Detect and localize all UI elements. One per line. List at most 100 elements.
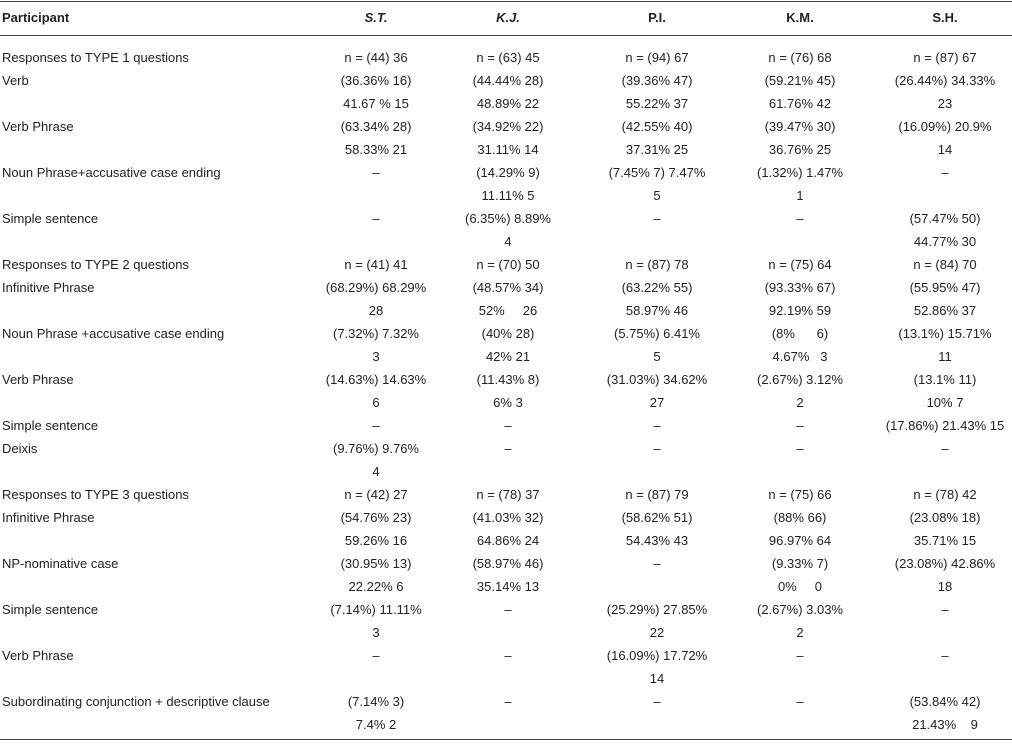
cell-text: 96.97% 64 — [768, 533, 832, 548]
cell-text: (9.33% 7) — [771, 556, 829, 571]
row-label: Noun Phrase+accusative case ending — [2, 165, 221, 180]
cell-text: (58.97% 46) — [472, 556, 544, 571]
cell-text: (31.03%) 34.62% — [606, 372, 708, 387]
cell-text: 3 — [372, 349, 380, 364]
cell-text: – — [653, 556, 661, 571]
cell-text: – — [504, 602, 512, 617]
cell-text: (63.22% 55) — [621, 280, 693, 295]
header-cell: S.T. — [364, 10, 388, 25]
cell-text: (30.95% 13) — [340, 556, 412, 571]
cell-text: 1 — [796, 188, 804, 203]
row-label: Subordinating conjunction + descriptive … — [2, 694, 270, 709]
cell-text: 0% 0 — [777, 579, 823, 594]
cell-text: (58.62% 51) — [621, 510, 693, 525]
cell-text: – — [504, 694, 512, 709]
row-label: Simple sentence — [2, 418, 99, 433]
top-rule — [0, 1, 1012, 2]
cell-text: 23 — [937, 96, 953, 111]
cell-text: n = (41) 41 — [344, 257, 408, 272]
cell-text: 18 — [937, 579, 953, 594]
cell-text: (23.08%) 42.86% — [894, 556, 996, 571]
cell-text: (63.34% 28) — [340, 119, 412, 134]
cell-text: (6.35%) 8.89% — [465, 211, 551, 226]
cell-text: – — [504, 418, 512, 433]
cell-text: (11.43% 8) — [476, 372, 540, 387]
cell-text: n = (78) 37 — [476, 487, 540, 502]
cell-text: n = (44) 36 — [344, 50, 408, 65]
cell-text: (41.03% 32) — [472, 510, 544, 525]
cell-text: 14 — [649, 671, 665, 686]
cell-text: 22.22% 6 — [348, 579, 404, 594]
cell-text: – — [796, 648, 804, 663]
cell-text: (34.92% 22) — [472, 119, 544, 134]
row-label: Verb Phrase — [2, 648, 74, 663]
cell-text: (7.32%) 7.32% — [333, 326, 419, 341]
cell-text: 7.4% 2 — [355, 717, 397, 732]
cell-text: (39.47% 30) — [764, 119, 836, 134]
row-label: NP-nominative case — [2, 556, 119, 571]
cell-text: (88% 66) — [773, 510, 827, 525]
cell-text: 21.43% 9 — [912, 717, 978, 732]
cell-text: (25.29%) 27.85% — [606, 602, 708, 617]
cell-text: 41.67 % 15 — [343, 96, 409, 111]
cell-text: 28 — [368, 303, 384, 318]
cell-text: 59.26% 16 — [344, 533, 408, 548]
cell-text: 14 — [937, 142, 953, 157]
cell-text: 58.33% 21 — [344, 142, 408, 157]
cell-text: (7.14% 3) — [347, 694, 405, 709]
cell-text: – — [504, 648, 512, 663]
cell-text: 5 — [653, 188, 661, 203]
cell-text: – — [653, 441, 661, 456]
cell-text: (14.29% 9) — [476, 165, 540, 180]
cell-text: – — [372, 165, 380, 180]
cell-text: 10% 7 — [926, 395, 964, 410]
cell-text: (53.84% 42) — [909, 694, 981, 709]
cell-text: (2.67%) 3.03% — [757, 602, 843, 617]
cell-text: (44.44% 28) — [472, 73, 544, 88]
cell-text: – — [504, 441, 512, 456]
row-label: Verb Phrase — [2, 372, 74, 387]
cell-text: n = (75) 64 — [768, 257, 832, 272]
cell-text: – — [796, 211, 804, 226]
cell-text: (7.14%) 11.11% — [330, 602, 422, 617]
cell-text: (1.32%) 1.47% — [757, 165, 843, 180]
cell-text: 31.11% 14 — [477, 142, 539, 157]
cell-text: – — [941, 165, 949, 180]
cell-text: n = (75) 66 — [768, 487, 832, 502]
cell-text: (13.1%) 15.71% — [898, 326, 992, 341]
row-label: Infinitive Phrase — [2, 510, 95, 525]
cell-text: – — [372, 418, 380, 433]
cell-text: (40% 28) — [481, 326, 535, 341]
cell-text: n = (87) 79 — [625, 487, 689, 502]
cell-text: 35.14% 13 — [476, 579, 540, 594]
cell-text: 58.97% 46 — [625, 303, 689, 318]
cell-text: 4 — [504, 234, 512, 249]
cell-text: 2 — [796, 395, 804, 410]
cell-text: (59.21% 45) — [764, 73, 836, 88]
cell-text: (8% 6) — [771, 326, 829, 341]
cell-text: (39.36% 47) — [621, 73, 693, 88]
header-cell: P.I. — [648, 10, 666, 25]
cell-text: (48.57% 34) — [472, 280, 544, 295]
cell-text: 4 — [372, 464, 380, 479]
cell-text: (5.75%) 6.41% — [614, 326, 700, 341]
cell-text: 92.19% 59 — [768, 303, 832, 318]
bottom-rule — [0, 739, 1012, 740]
cell-text: 52% 26 — [478, 303, 538, 318]
cell-text: 35.71% 15 — [913, 533, 977, 548]
cell-text: n = (76) 68 — [768, 50, 832, 65]
cell-text: 5 — [653, 349, 661, 364]
row-label: Responses to TYPE 3 questions — [2, 487, 189, 502]
row-label: Simple sentence — [2, 602, 99, 617]
cell-text: 52.86% 37 — [913, 303, 977, 318]
cell-text: – — [796, 441, 804, 456]
cell-text: – — [796, 694, 804, 709]
cell-text: n = (70) 50 — [476, 257, 540, 272]
cell-text: 55.22% 37 — [625, 96, 689, 111]
row-label: Responses to TYPE 2 questions — [2, 257, 189, 272]
cell-text: (16.09%) 17.72% — [606, 648, 708, 663]
cell-text: (14.63%) 14.63% — [325, 372, 427, 387]
cell-text: 6 — [372, 395, 380, 410]
cell-text: 11.11% 5 — [481, 188, 535, 203]
cell-text: 6% 3 — [493, 395, 523, 410]
